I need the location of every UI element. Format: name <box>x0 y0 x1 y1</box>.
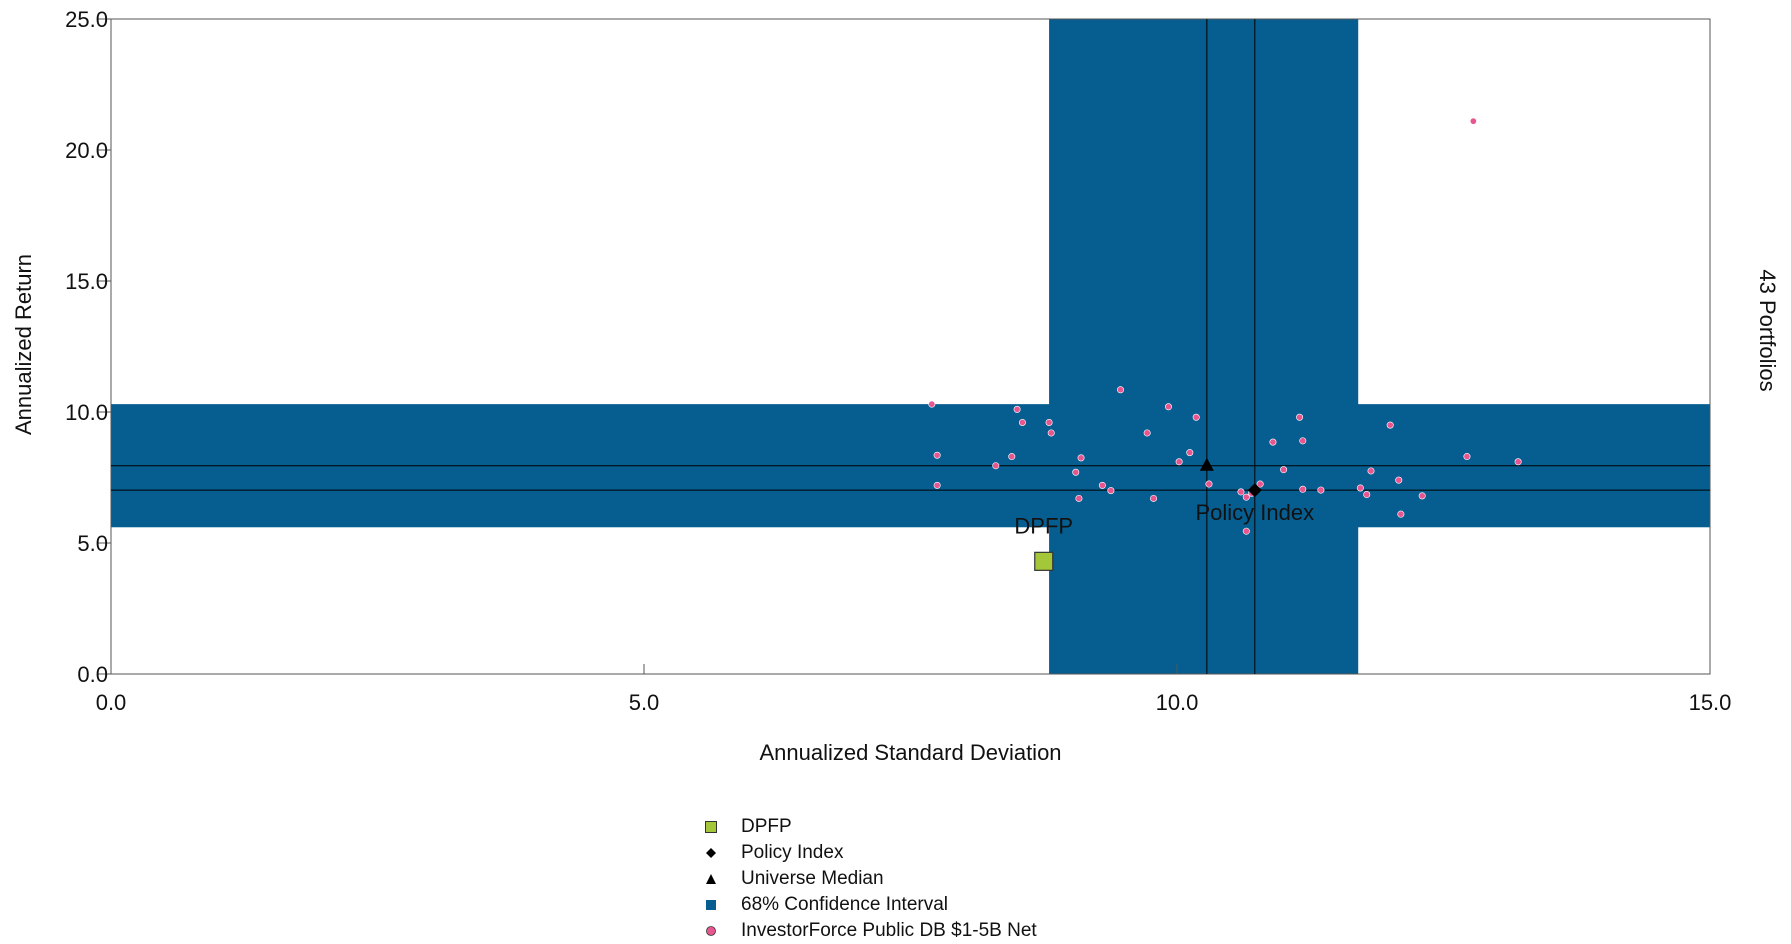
universe-point <box>1242 527 1250 535</box>
policy-index-point <box>1247 483 1262 498</box>
legend-item-universe-median: Universe Median <box>705 866 1037 892</box>
portfolio-count-label: 43 Portfolios <box>1755 269 1780 391</box>
policy-index-annotation: Policy Index <box>1196 500 1315 525</box>
universe-point <box>1164 403 1172 411</box>
universe-point <box>1367 467 1375 475</box>
universe-point <box>1205 480 1213 488</box>
x-tick-label: 5.0 <box>629 690 660 715</box>
confidence-interval-bands <box>111 19 1710 674</box>
x-tick-label: 15.0 <box>1689 690 1732 715</box>
y-tick-label: 10.0 <box>65 400 108 425</box>
legend-item-policy-index: Policy Index <box>705 840 1037 866</box>
universe-point <box>1296 413 1304 421</box>
universe-point <box>928 400 936 408</box>
universe-point <box>1186 449 1194 457</box>
diamond-marker-icon <box>705 847 717 859</box>
legend-label: Policy Index <box>741 842 844 863</box>
x-tick-label: 0.0 <box>96 690 127 715</box>
y-tick-label: 15.0 <box>65 269 108 294</box>
universe-point <box>1237 488 1245 496</box>
legend-label: DPFP <box>741 816 792 837</box>
universe-point <box>1098 481 1106 489</box>
universe-point <box>992 462 1000 470</box>
universe-point <box>1463 453 1471 461</box>
universe-point <box>1107 487 1115 495</box>
universe-point <box>1317 486 1325 494</box>
universe-point <box>1397 510 1405 518</box>
dpfp-point <box>1034 551 1054 571</box>
x-axis-title: Annualized Standard Deviation <box>759 740 1061 765</box>
universe-point <box>1469 117 1477 125</box>
universe-point <box>1256 480 1264 488</box>
universe-point <box>1242 493 1250 501</box>
universe-point <box>1395 476 1403 484</box>
y-tick-label: 0.0 <box>77 662 108 687</box>
y-tick-label: 20.0 <box>65 138 108 163</box>
universe-point <box>1047 429 1055 437</box>
legend-label: 68% Confidence Interval <box>741 894 949 915</box>
universe-point <box>1192 413 1200 421</box>
plot-frame <box>110 18 1711 675</box>
universe-point <box>1072 468 1080 476</box>
dpfp-annotation: DPFP <box>1014 513 1073 538</box>
legend: DPFP Policy Index Universe Median 68% Co… <box>705 814 1037 944</box>
universe-point <box>1356 484 1364 492</box>
y-axis-ticks: 0.0 5.0 10.0 15.0 20.0 25.0 <box>65 7 111 687</box>
legend-item-confidence-interval: 68% Confidence Interval <box>705 892 1037 918</box>
universe-point <box>1143 429 1151 437</box>
triangle-marker-icon <box>705 873 717 885</box>
universe-point <box>1269 438 1277 446</box>
universe-point <box>1150 494 1158 502</box>
y-tick-label: 25.0 <box>65 7 108 32</box>
y-tick-label: 5.0 <box>77 531 108 556</box>
universe-point <box>1018 418 1026 426</box>
universe-point <box>1077 454 1085 462</box>
universe-point <box>1008 453 1016 461</box>
universe-point <box>1514 458 1522 466</box>
risk-return-chart: 0.0 5.0 10.0 15.0 20.0 25.0 0.0 5.0 10.0 15.0 An… <box>11 7 1780 765</box>
reference-lines <box>111 19 1710 674</box>
universe-point <box>1299 485 1307 493</box>
universe-point <box>1013 405 1021 413</box>
square-marker-icon <box>705 821 717 833</box>
universe-point <box>933 481 941 489</box>
legend-item-dpfp: DPFP <box>705 814 1037 840</box>
universe-point <box>933 451 941 459</box>
universe-point <box>1280 466 1288 474</box>
universe-point <box>1363 491 1371 499</box>
universe-point <box>1117 386 1125 394</box>
circle-marker-icon <box>705 925 717 937</box>
legend-label: InvestorForce Public DB $1-5B Net <box>741 920 1037 941</box>
x-tick-label: 10.0 <box>1156 690 1199 715</box>
universe-point <box>1299 437 1307 445</box>
square-marker-icon <box>705 899 717 911</box>
universe-point <box>1075 494 1083 502</box>
universe-points <box>928 117 1522 535</box>
universe-median-point <box>1199 457 1214 471</box>
universe-point <box>1045 418 1053 426</box>
universe-point <box>1175 458 1183 466</box>
risk-confidence-band <box>1049 19 1359 674</box>
universe-point <box>1418 492 1426 500</box>
y-axis-title: Annualized Return <box>11 254 36 435</box>
legend-item-universe: InvestorForce Public DB $1-5B Net <box>705 918 1037 944</box>
universe-point <box>1386 421 1394 429</box>
special-points <box>1034 457 1262 571</box>
legend-label: Universe Median <box>741 868 884 889</box>
x-axis-ticks: 0.0 5.0 10.0 15.0 <box>96 664 1732 715</box>
